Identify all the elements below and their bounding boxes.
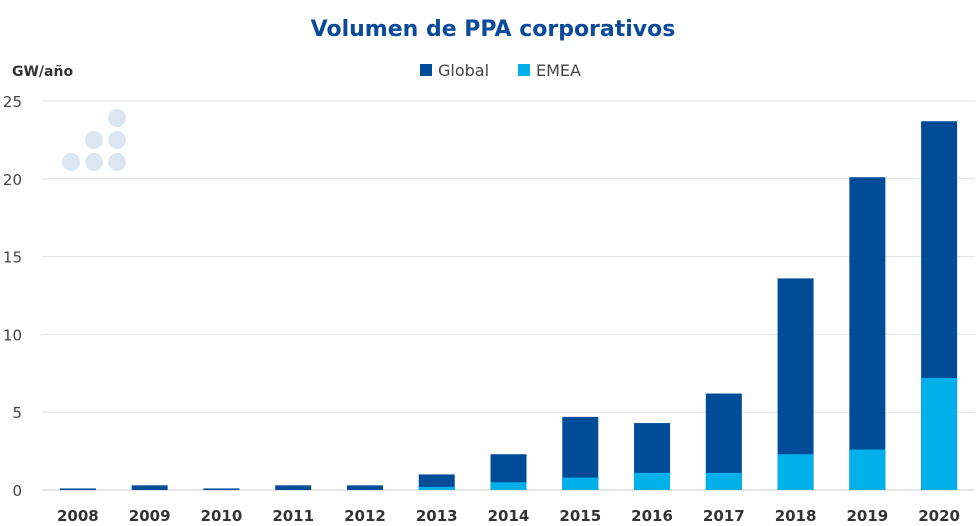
- legend-swatch-global: [420, 64, 432, 76]
- x-tick-label: 2013: [416, 507, 458, 525]
- x-tick-label: 2010: [201, 507, 243, 525]
- y-axis-label: GW/año: [12, 64, 73, 80]
- legend-swatch-emea: [518, 64, 530, 76]
- bar-global-2013: [418, 474, 455, 490]
- bar-emea-2016: [634, 472, 671, 490]
- bar-global-2012: [346, 485, 383, 490]
- y-tick-label: 0: [12, 482, 22, 500]
- x-tick-label: 2011: [272, 507, 314, 525]
- y-tick-label: 15: [3, 249, 22, 267]
- bar-global-2008: [59, 488, 96, 490]
- bar-global-2011: [275, 485, 312, 490]
- bar-emea-2020: [921, 377, 958, 490]
- legend-label-emea: EMEA: [536, 61, 581, 80]
- bar-emea-2018: [777, 454, 814, 490]
- bar-emea-2019: [849, 449, 886, 490]
- bar-global-2019: [849, 177, 886, 490]
- x-tick-label: 2019: [846, 507, 888, 525]
- x-tick-label: 2009: [129, 507, 171, 525]
- legend-label-global: Global: [438, 61, 489, 80]
- y-tick-label: 20: [3, 171, 22, 189]
- x-tick-label: 2018: [775, 507, 817, 525]
- bar-emea-2014: [490, 482, 527, 490]
- x-tick-label: 2016: [631, 507, 673, 525]
- bar-emea-2013: [418, 486, 455, 490]
- legend: Global EMEA: [420, 61, 581, 80]
- y-tick-label: 10: [3, 326, 22, 344]
- x-tick-label: 2012: [344, 507, 386, 525]
- x-tick-label: 2017: [703, 507, 745, 525]
- bar-global-2009: [131, 485, 168, 490]
- bar-emea-2015: [562, 477, 599, 490]
- x-tick-label: 2015: [559, 507, 601, 525]
- logo-dots: [62, 109, 126, 171]
- chart-title: Volumen de PPA corporativos: [311, 17, 676, 42]
- x-tick-label: 2008: [57, 507, 99, 525]
- x-tick-label: 2020: [918, 507, 960, 525]
- y-tick-label: 25: [3, 93, 22, 111]
- bar-global-2010: [203, 488, 240, 490]
- y-tick-label: 5: [12, 404, 22, 422]
- bar-emea-2017: [705, 472, 742, 490]
- x-tick-label: 2014: [488, 507, 530, 525]
